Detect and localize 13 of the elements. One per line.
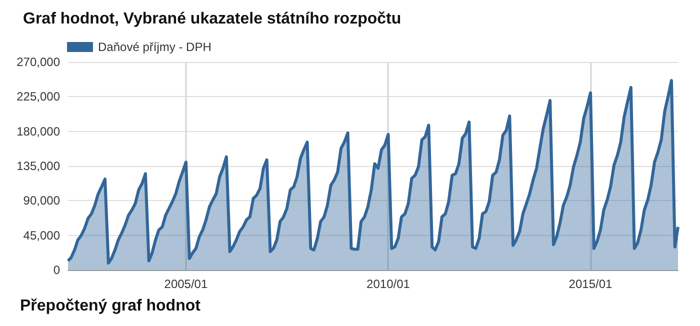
- x-tick-label: 2010/01: [366, 277, 410, 291]
- y-tick-label: 45,000: [23, 228, 60, 242]
- y-tick-label: 0: [53, 263, 60, 277]
- legend-label: Daňové příjmy - DPH: [98, 40, 212, 54]
- y-tick-label: 225,000: [16, 90, 60, 104]
- text: Přepočtený graf hodnot: [20, 298, 202, 314]
- y-tick-label: 90,000: [23, 194, 60, 208]
- chart-title: Graf hodnot, Vybrané ukazatele státního rozpočtu: [23, 10, 402, 28]
- y-tick-label: 180,000: [16, 124, 60, 138]
- y-tick-label: 135,000: [16, 159, 60, 173]
- x-tick-label: 2005/01: [164, 277, 208, 291]
- y-tick-label: 270,000: [16, 55, 60, 69]
- x-tick-label: 2015/01: [568, 277, 612, 291]
